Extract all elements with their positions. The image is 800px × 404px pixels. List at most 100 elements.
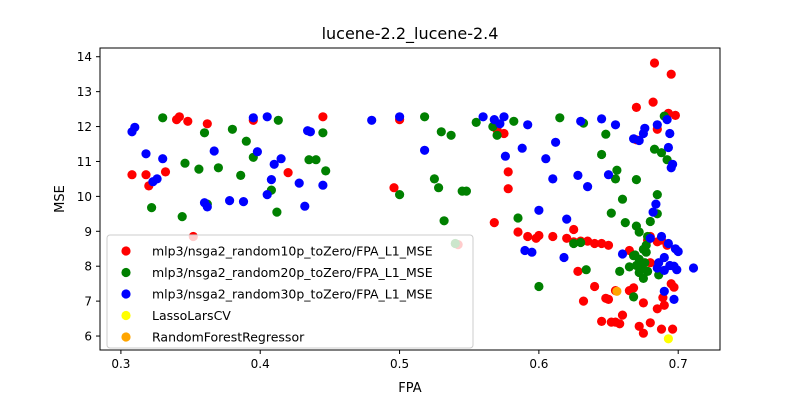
data-point-s2-74 xyxy=(669,294,679,304)
y-tick-label: 8 xyxy=(84,260,92,274)
data-point-s2-46 xyxy=(610,120,621,130)
data-point-s0-55 xyxy=(648,97,658,107)
legend-marker xyxy=(121,310,131,321)
data-point-s1-48 xyxy=(629,292,639,302)
data-point-s1-59 xyxy=(643,266,653,276)
data-point-s1-71 xyxy=(641,240,651,250)
data-point-s0-18 xyxy=(503,167,513,177)
data-point-s1-13 xyxy=(272,207,282,217)
data-point-s1-21 xyxy=(429,174,439,184)
data-point-s2-15 xyxy=(266,175,276,185)
data-points xyxy=(127,58,699,344)
y-tick-label: 7 xyxy=(84,295,92,309)
data-point-s1-43 xyxy=(615,266,625,276)
legend: mlp3/nsga2_random10p_toZero/FPA_L1_MSEml… xyxy=(106,234,474,349)
data-point-s0-46 xyxy=(629,283,639,293)
data-point-s2-16 xyxy=(269,159,279,169)
data-point-s1-63 xyxy=(652,190,662,200)
data-point-s1-9 xyxy=(236,170,246,180)
data-point-s1-35 xyxy=(555,113,565,123)
chart-title: lucene-2.2_lucene-2.4 xyxy=(322,24,499,44)
data-point-s3-0 xyxy=(663,334,674,344)
data-point-s1-20 xyxy=(420,112,430,122)
data-point-s0-64 xyxy=(666,69,676,79)
y-tick-label: 6 xyxy=(84,330,92,344)
x-axis-label: FPA xyxy=(398,381,421,396)
plot-frame xyxy=(99,47,721,351)
data-point-s1-17 xyxy=(318,128,328,138)
data-point-s2-34 xyxy=(527,247,537,257)
legend-label: mlp3/nsga2_random20p_toZero/FPA_L1_MSE xyxy=(152,265,433,280)
data-point-s2-33 xyxy=(523,120,533,130)
data-point-s0-42 xyxy=(615,319,625,329)
data-point-s1-46 xyxy=(624,262,635,272)
y-tick-label: 14 xyxy=(77,50,92,64)
data-point-s2-67 xyxy=(673,246,683,257)
data-point-s0-20 xyxy=(513,227,523,237)
data-point-s1-34 xyxy=(534,281,544,292)
data-point-s1-42 xyxy=(612,165,622,175)
data-point-s2-35 xyxy=(534,205,544,215)
legend-label: mlp3/nsga2_random30p_toZero/FPA_L1_MSE xyxy=(152,287,433,302)
data-point-s2-41 xyxy=(573,170,583,180)
data-point-s2-45 xyxy=(603,170,614,180)
data-point-s2-70 xyxy=(663,238,674,249)
data-point-s0-23 xyxy=(534,230,544,241)
data-point-s2-53 xyxy=(648,207,658,217)
data-point-s1-60 xyxy=(645,216,655,227)
data-point-s1-49 xyxy=(631,175,642,185)
data-point-s0-31 xyxy=(583,236,593,246)
data-point-s0-29 xyxy=(573,266,583,276)
y-tick-label: 11 xyxy=(77,155,92,169)
data-point-s1-61 xyxy=(649,144,660,154)
data-point-s4-0 xyxy=(612,286,622,296)
x-tick-label: 0.5 xyxy=(390,357,409,371)
data-point-s1-68 xyxy=(631,260,642,271)
data-point-s2-47 xyxy=(617,249,628,259)
data-point-s1-29 xyxy=(471,117,481,127)
x-axis: 0.3 0.4 0.5 0.6 0.7 xyxy=(111,350,688,371)
data-point-s2-49 xyxy=(634,135,644,146)
x-tick-label: 0.4 xyxy=(251,357,270,371)
data-point-s1-73 xyxy=(581,265,591,275)
y-axis: 6 7 8 9 10 11 12 13 14 xyxy=(77,50,100,344)
data-point-s1-0 xyxy=(147,203,157,213)
data-point-s0-1 xyxy=(141,170,151,180)
data-point-s1-70 xyxy=(630,250,640,260)
data-point-s2-2 xyxy=(141,149,151,159)
data-point-s2-10 xyxy=(238,197,249,207)
data-point-s1-15 xyxy=(304,155,314,165)
data-point-s0-37 xyxy=(603,240,614,250)
data-point-s2-36 xyxy=(541,154,551,164)
data-point-s0-17 xyxy=(499,128,509,139)
data-point-s1-57 xyxy=(641,247,651,257)
data-point-s2-4 xyxy=(152,174,162,184)
data-point-s0-10 xyxy=(318,112,328,122)
data-point-s0-0 xyxy=(127,170,137,180)
data-point-s2-52 xyxy=(645,233,655,243)
data-point-s2-8 xyxy=(209,146,219,156)
data-point-s2-18 xyxy=(294,178,304,188)
data-point-s2-44 xyxy=(597,114,607,124)
data-point-s0-8 xyxy=(202,119,212,129)
legend-marker xyxy=(121,332,131,342)
data-point-s0-11 xyxy=(283,168,293,178)
data-point-s2-23 xyxy=(367,115,377,125)
data-point-s2-26 xyxy=(478,112,488,122)
data-point-s0-68 xyxy=(670,110,681,120)
y-tick-label: 9 xyxy=(84,225,92,239)
data-point-s1-56 xyxy=(640,258,650,268)
data-point-s2-7 xyxy=(202,202,212,212)
data-point-s2-39 xyxy=(559,252,569,263)
data-point-s1-10 xyxy=(241,136,251,146)
data-point-s0-25 xyxy=(562,233,572,243)
data-point-s2-29 xyxy=(499,112,509,122)
data-point-s0-3 xyxy=(160,167,171,177)
data-point-s1-33 xyxy=(513,213,523,223)
data-point-s1-1 xyxy=(158,113,168,123)
legend-marker xyxy=(121,267,131,278)
data-point-s2-17 xyxy=(276,154,286,164)
data-point-s1-65 xyxy=(656,148,667,158)
data-point-s2-68 xyxy=(688,263,699,273)
